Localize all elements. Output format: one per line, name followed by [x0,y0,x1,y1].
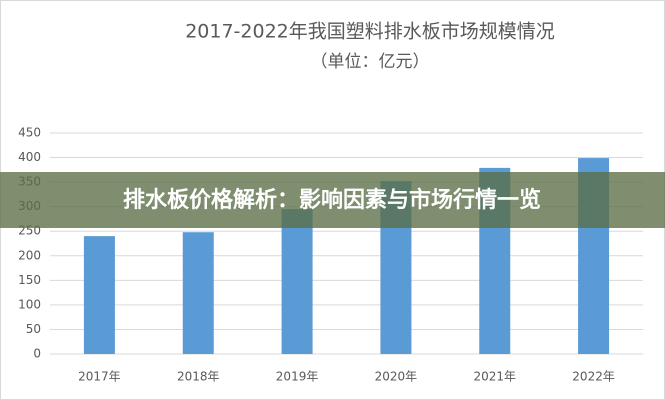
y-tick-label: 200 [18,248,41,262]
x-tick-label: 2021年 [473,370,516,384]
y-tick-label: 450 [18,126,41,140]
bar [281,209,313,354]
y-tick-label: 50 [26,322,41,336]
x-tick-label: 2018年 [177,370,220,384]
x-tick-label: 2022年 [572,370,615,384]
x-tick-label: 2020年 [375,370,418,384]
bar [83,236,115,354]
x-tick-label: 2019年 [276,370,319,384]
y-tick-label: 100 [18,297,41,311]
banner-band [0,172,665,228]
y-tick-label: 0 [33,347,41,361]
y-tick-label: 400 [18,150,41,164]
banner-text: 排水板价格解析：影响因素与市场行情一览 [123,187,541,213]
bar [182,232,214,354]
x-tick-label: 2017年 [78,370,121,384]
y-tick-label: 150 [18,273,41,287]
chart-subtitle: （单位：亿元） [311,52,430,72]
chart-title: 2017-2022年我国塑料排水板市场规模情况 [185,21,555,43]
